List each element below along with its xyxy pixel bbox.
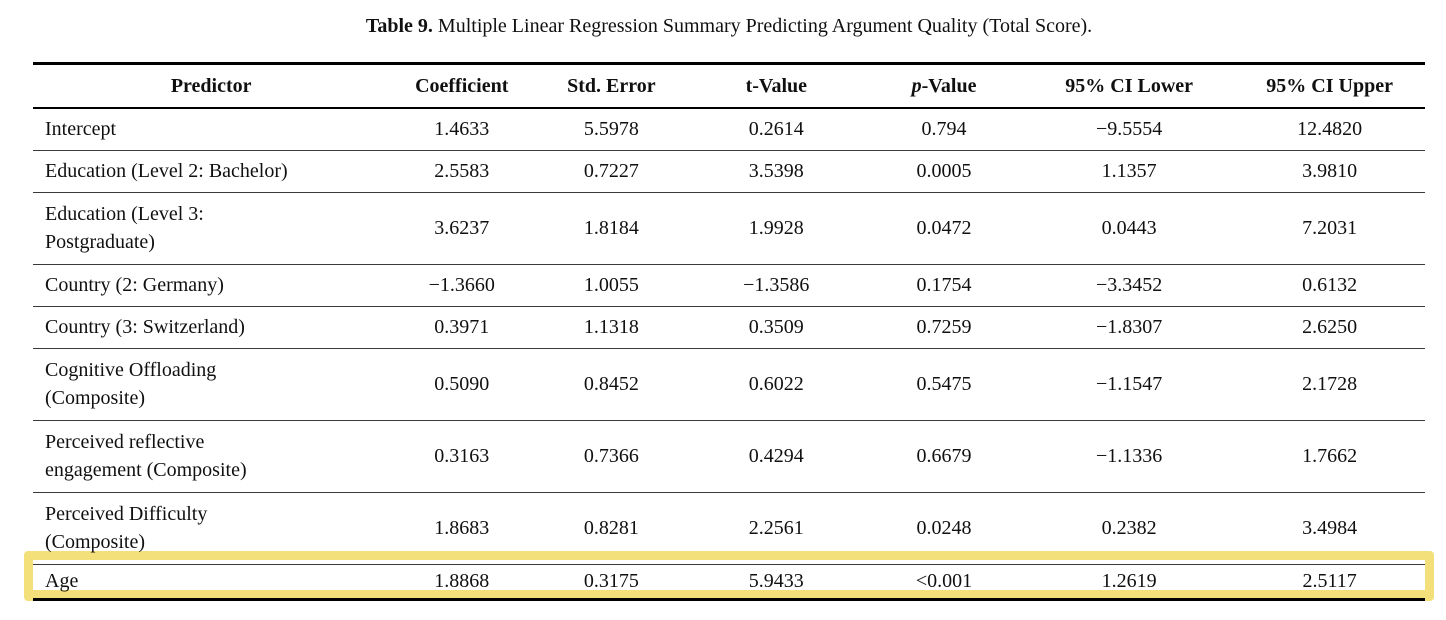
- std-error-cell: 0.7227: [534, 149, 689, 192]
- column-header-p-value: p-Value: [864, 63, 1025, 109]
- p-value-cell: 0.0248: [864, 491, 1025, 564]
- ci-upper-cell: 3.4984: [1234, 491, 1425, 564]
- coefficient-cell: −1.3660: [389, 263, 535, 306]
- predictor-cell: Country (3: Switzerland): [33, 305, 390, 348]
- t-value-cell: −1.3586: [688, 263, 864, 306]
- ci-lower-cell: −1.8307: [1024, 305, 1235, 348]
- std-error-cell: 1.8184: [534, 191, 689, 264]
- ci-lower-cell: −9.5554: [1096, 118, 1163, 141]
- predictor-cell: Perceived Difficulty (Composite): [33, 491, 390, 564]
- ci-upper-cell: 2.1728: [1234, 347, 1425, 420]
- ci-lower-cell: 1.1357: [1024, 149, 1235, 192]
- ci-lower-cell: −3.3452: [1024, 263, 1235, 306]
- std-error-cell: 0.7366: [534, 419, 689, 492]
- column-header-ci-upper: 95% CI Upper: [1234, 63, 1425, 109]
- table-row-country-germany: Country (2: Germany) −1.3660 1.0055 −1.3…: [33, 263, 1425, 306]
- column-header-predictor: Predictor: [33, 63, 390, 109]
- coefficient-cell: 0.3971: [389, 305, 535, 348]
- std-error-cell: 0.8281: [534, 491, 689, 564]
- t-value-cell: 1.9928: [688, 191, 864, 264]
- ci-lower-cell: 0.0443: [1024, 191, 1235, 264]
- t-value-cell: 0.3509: [688, 305, 864, 348]
- p-value-cell: 0.0005: [864, 149, 1025, 192]
- ci-lower-cell: 0.2382: [1024, 491, 1235, 564]
- table-row-perceived-difficulty: Perceived Difficulty (Composite) 1.8683 …: [33, 491, 1425, 564]
- table-row-country-switzerland: Country (3: Switzerland) 0.3971 1.1318 0…: [33, 305, 1425, 348]
- predictor-cell: Cognitive Offloading (Composite): [33, 347, 390, 420]
- p-value-cell: 0.1754: [864, 263, 1025, 306]
- table-caption: Table 9. Multiple Linear Regression Summ…: [33, 13, 1425, 39]
- p-value-cell: 0.7259: [864, 305, 1025, 348]
- predictor-cell: Age: [33, 563, 390, 599]
- ci-lower-cell: 1.2619: [1024, 563, 1235, 599]
- t-value-cell: 3.5398: [688, 149, 864, 192]
- p-value-rest: -Value: [921, 74, 977, 97]
- ci-upper-cell: 7.2031: [1234, 191, 1425, 264]
- coefficient-cell: 3.6237: [389, 191, 535, 264]
- std-error-cell: 1.1318: [534, 305, 689, 348]
- regression-table-container: Predictor Coefficient Std. Error t-Value…: [33, 62, 1425, 601]
- coefficient-cell: 1.8868: [389, 563, 535, 599]
- t-value-cell: 0.6022: [688, 347, 864, 420]
- coefficient-cell: 0.5090: [389, 347, 535, 420]
- coefficient-cell: 1.8683: [389, 491, 535, 564]
- std-error-cell: 1.0055: [534, 263, 689, 306]
- table-row-age-highlighted: Age 1.8868 0.3175 5.9433 <0.001 1.2619 2…: [33, 563, 1425, 599]
- coefficient-cell: 1.4633: [434, 118, 490, 141]
- table-row-education-level2: Education (Level 2: Bachelor) 2.5583 0.7…: [33, 149, 1425, 192]
- ci-upper-cell: 2.6250: [1234, 305, 1425, 348]
- column-header-t-value: t-Value: [688, 63, 864, 109]
- p-value-cell: 0.6679: [864, 419, 1025, 492]
- ci-upper-cell: 2.5117: [1234, 563, 1425, 599]
- predictor-cell: Country (2: Germany): [33, 263, 390, 306]
- t-value-cell: 0.2614: [748, 118, 804, 141]
- ci-upper-cell: 1.7662: [1234, 419, 1425, 492]
- std-error-cell: 5.5978: [583, 118, 639, 141]
- predictor-cell: Intercept: [45, 118, 117, 141]
- ci-upper-cell: 12.4820: [1297, 118, 1363, 141]
- table-row-reflective-engagement: Perceived reflective engagement (Composi…: [33, 419, 1425, 492]
- predictor-cell: Perceived reflective engagement (Composi…: [33, 419, 390, 492]
- ci-upper-cell: 3.9810: [1234, 149, 1425, 192]
- coefficient-cell: 2.5583: [389, 149, 535, 192]
- column-header-coefficient: Coefficient: [389, 63, 535, 109]
- ci-lower-cell: −1.1336: [1024, 419, 1235, 492]
- predictor-cell: Education (Level 2: Bachelor): [33, 149, 390, 192]
- table-caption-label: Table 9.: [365, 15, 433, 37]
- regression-table: Predictor Coefficient Std. Error t-Value…: [33, 62, 1425, 601]
- table-row-education-level3: Education (Level 3: Postgraduate) 3.6237…: [33, 191, 1425, 264]
- table-caption-text: Multiple Linear Regression Summary Predi…: [432, 15, 1093, 37]
- ci-lower-cell: −1.1547: [1024, 347, 1235, 420]
- std-error-cell: 0.8452: [534, 347, 689, 420]
- p-value-italic-p: p: [911, 74, 922, 97]
- ci-upper-cell: 0.6132: [1234, 263, 1425, 306]
- predictor-cell: Education (Level 3: Postgraduate): [33, 191, 390, 264]
- table-row-cognitive-offloading: Cognitive Offloading (Composite) 0.5090 …: [33, 347, 1425, 420]
- column-header-ci-lower: 95% CI Lower: [1024, 63, 1235, 109]
- t-value-cell: 5.9433: [688, 563, 864, 599]
- std-error-cell: 0.3175: [534, 563, 689, 599]
- p-value-cell: 0.0472: [864, 191, 1025, 264]
- coefficient-cell: 0.3163: [389, 419, 535, 492]
- header-row: Predictor Coefficient Std. Error t-Value…: [33, 63, 1425, 109]
- t-value-cell: 0.4294: [688, 419, 864, 492]
- p-value-cell: 0.5475: [864, 347, 1025, 420]
- column-header-std-error: Std. Error: [534, 63, 689, 109]
- p-value-cell: 0.794: [921, 118, 967, 141]
- table-row-intercept: Intercept 1.4633 5.5978 0.2614 0.794 −9.…: [33, 108, 1425, 150]
- t-value-cell: 2.2561: [688, 491, 864, 564]
- p-value-cell: <0.001: [864, 563, 1025, 599]
